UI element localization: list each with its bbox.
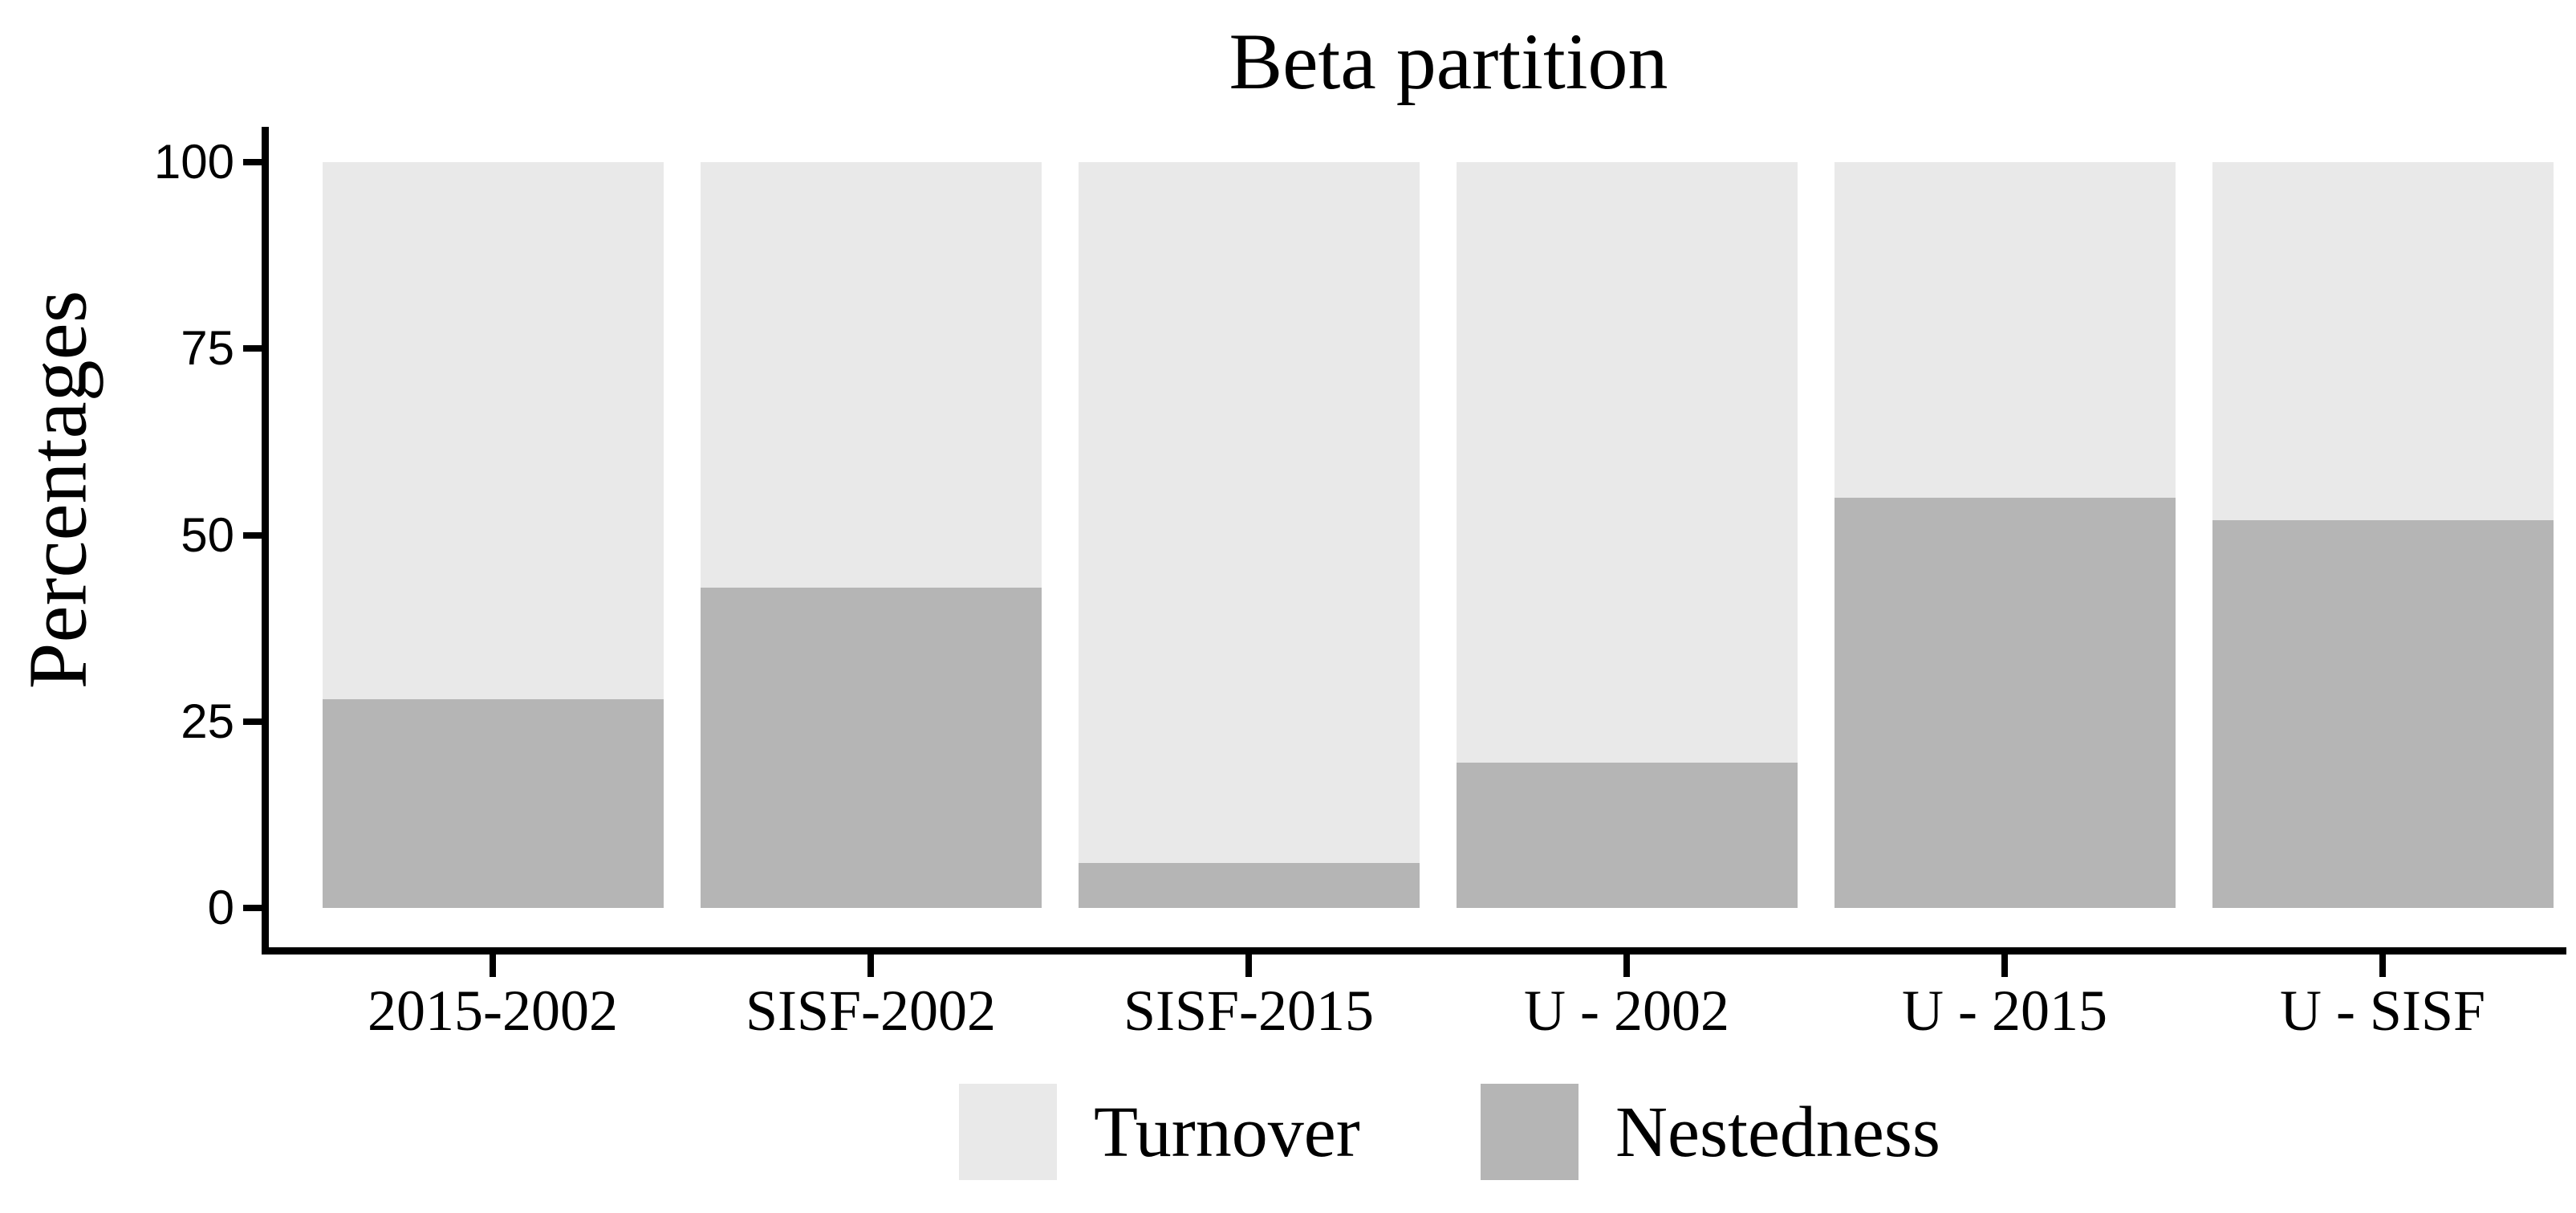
x-axis-tick-label: U - 2015 (1902, 979, 2107, 1043)
legend-label-turnover: Turnover (1094, 1092, 1360, 1172)
y-axis-tick-label: 75 (181, 321, 234, 376)
x-axis-tick (1245, 955, 1252, 977)
y-axis-tick (243, 531, 262, 539)
bar-segment-turnover (1834, 162, 2176, 499)
bar-segment-turnover (1456, 162, 1798, 763)
x-axis-line (262, 947, 2566, 955)
x-axis-tick-label: U - 2002 (1524, 979, 1729, 1043)
bar-segment-nestedness (2212, 519, 2554, 908)
legend-swatch-nestedness (1481, 1084, 1579, 1180)
y-axis-tick (243, 905, 262, 911)
bar-segment-turnover (1078, 162, 1420, 864)
x-axis-tick-label: SISF-2002 (745, 979, 997, 1043)
chart-title: Beta partition (1229, 17, 1668, 106)
bar-segment-nestedness (700, 587, 1042, 908)
x-axis-tick (2001, 955, 2008, 977)
y-axis-tick (243, 345, 262, 352)
bar-segment-nestedness (322, 698, 664, 908)
x-axis-tick (1623, 955, 1630, 977)
x-axis-tick (490, 955, 496, 977)
x-axis-tick (867, 955, 874, 977)
legend-swatch-turnover (959, 1084, 1057, 1180)
y-axis-line (262, 127, 269, 955)
bar-segment-nestedness (1078, 863, 1420, 908)
y-axis-tick (243, 159, 262, 165)
bar-segment-nestedness (1834, 498, 2176, 908)
x-axis-tick (2379, 955, 2386, 977)
bar-segment-nestedness (1456, 762, 1798, 908)
y-axis-tick-label: 50 (181, 507, 234, 562)
x-axis-tick-label: U - SISF (2279, 979, 2486, 1043)
y-axis-tick-label: 100 (153, 135, 234, 189)
y-axis-tick-label: 25 (181, 694, 234, 748)
y-axis-tick-label: 0 (207, 881, 234, 934)
bar-segment-turnover (322, 162, 664, 699)
x-axis-tick-label: SISF-2015 (1123, 979, 1375, 1043)
legend-label-nestedness: Nestedness (1615, 1092, 1940, 1172)
y-axis-tick (243, 718, 262, 725)
bar-segment-turnover (700, 162, 1042, 588)
bar-segment-turnover (2212, 162, 2554, 520)
x-axis-tick-label: 2015-2002 (368, 979, 618, 1043)
